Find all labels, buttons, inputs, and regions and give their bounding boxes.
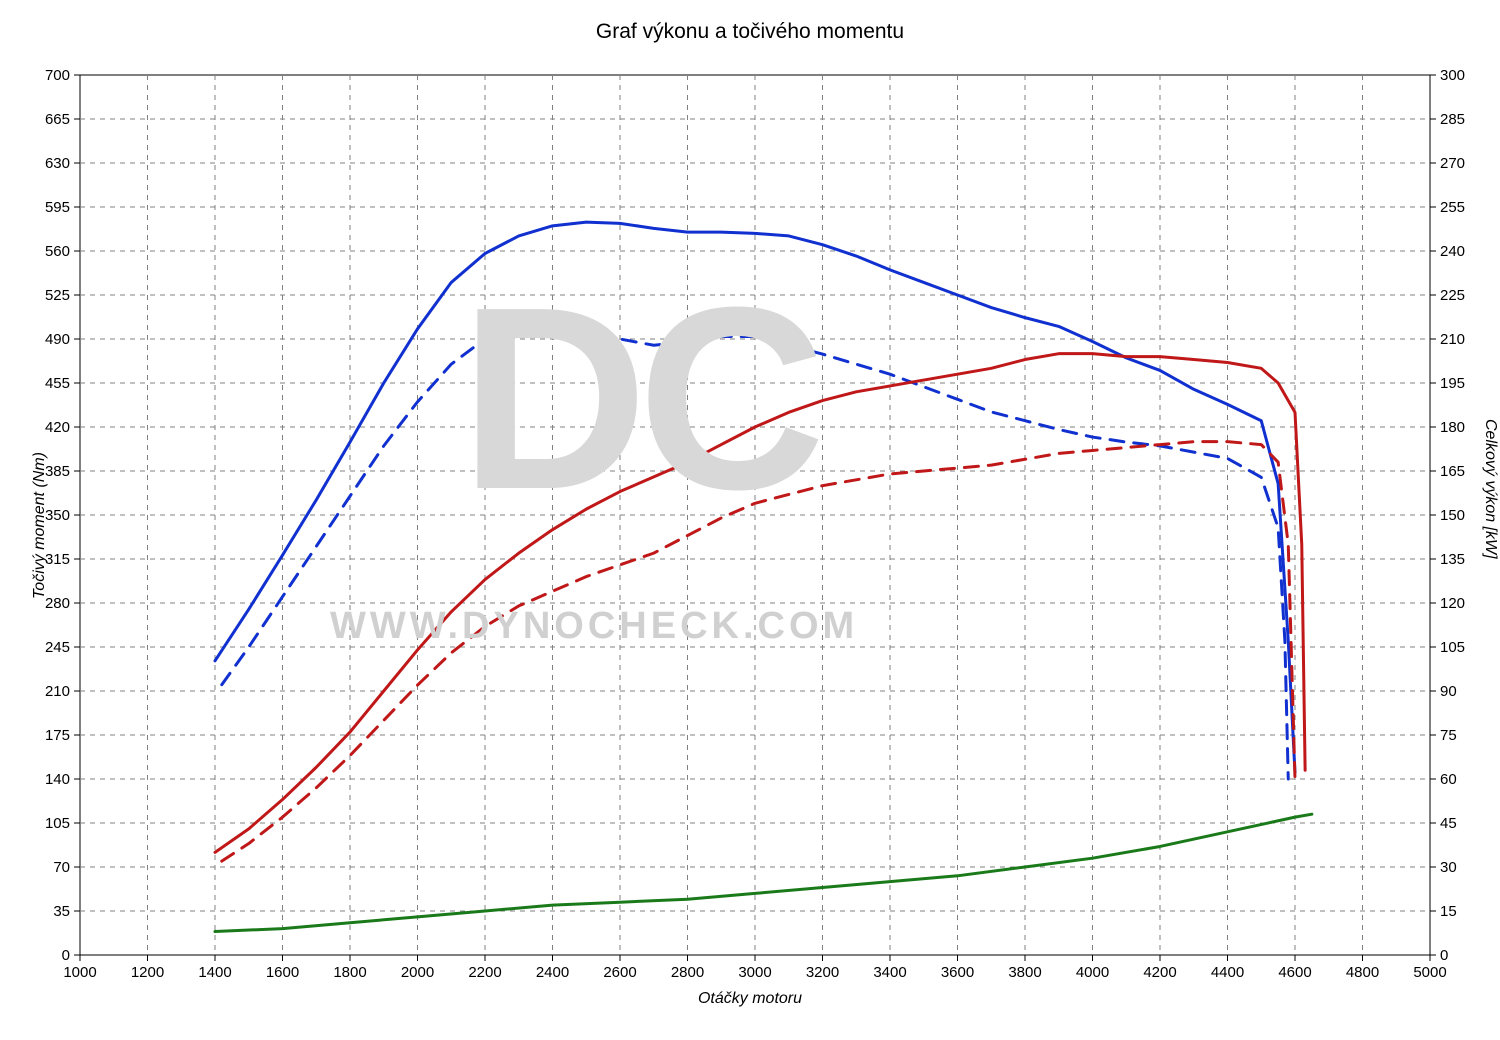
svg-text:2800: 2800 xyxy=(671,964,704,981)
watermark-logo: DC xyxy=(460,250,816,549)
svg-text:35: 35 xyxy=(53,903,70,920)
svg-text:120: 120 xyxy=(1440,595,1465,612)
svg-text:175: 175 xyxy=(45,727,70,744)
svg-text:4000: 4000 xyxy=(1076,964,1109,981)
svg-text:490: 490 xyxy=(45,331,70,348)
svg-text:105: 105 xyxy=(45,815,70,832)
svg-text:1000: 1000 xyxy=(63,964,96,981)
svg-text:135: 135 xyxy=(1440,551,1465,568)
svg-text:1800: 1800 xyxy=(333,964,366,981)
y-right-label: Celkový výkon [kW] xyxy=(1481,419,1499,599)
svg-text:15: 15 xyxy=(1440,903,1457,920)
svg-text:70: 70 xyxy=(53,859,70,876)
svg-text:2200: 2200 xyxy=(468,964,501,981)
svg-text:455: 455 xyxy=(45,375,70,392)
svg-text:30: 30 xyxy=(1440,859,1457,876)
svg-text:225: 225 xyxy=(1440,287,1465,304)
svg-text:210: 210 xyxy=(1440,331,1465,348)
svg-text:2400: 2400 xyxy=(536,964,569,981)
svg-text:0: 0 xyxy=(62,947,70,964)
svg-text:210: 210 xyxy=(45,683,70,700)
svg-text:60: 60 xyxy=(1440,771,1457,788)
chart-container: Graf výkonu a točivého momentu 100012001… xyxy=(0,0,1500,1040)
svg-text:630: 630 xyxy=(45,155,70,172)
svg-text:3400: 3400 xyxy=(873,964,906,981)
svg-text:75: 75 xyxy=(1440,727,1457,744)
svg-text:3200: 3200 xyxy=(806,964,839,981)
svg-text:700: 700 xyxy=(45,67,70,84)
svg-text:4400: 4400 xyxy=(1211,964,1244,981)
svg-text:240: 240 xyxy=(1440,243,1465,260)
svg-text:2600: 2600 xyxy=(603,964,636,981)
svg-text:3600: 3600 xyxy=(941,964,974,981)
svg-text:150: 150 xyxy=(1440,507,1465,524)
svg-text:140: 140 xyxy=(45,771,70,788)
svg-text:105: 105 xyxy=(1440,639,1465,656)
svg-text:245: 245 xyxy=(45,639,70,656)
svg-text:1200: 1200 xyxy=(131,964,164,981)
svg-text:560: 560 xyxy=(45,243,70,260)
svg-text:4600: 4600 xyxy=(1278,964,1311,981)
svg-text:45: 45 xyxy=(1440,815,1457,832)
svg-text:1400: 1400 xyxy=(198,964,231,981)
y-left-label: Točivý moment (Nm) xyxy=(31,419,49,599)
watermark-url: WWW.DYNOCHECK.COM xyxy=(330,605,858,648)
svg-text:90: 90 xyxy=(1440,683,1457,700)
svg-text:525: 525 xyxy=(45,287,70,304)
svg-text:165: 165 xyxy=(1440,463,1465,480)
svg-text:300: 300 xyxy=(1440,67,1465,84)
svg-text:4800: 4800 xyxy=(1346,964,1379,981)
svg-text:5000: 5000 xyxy=(1413,964,1446,981)
svg-text:180: 180 xyxy=(1440,419,1465,436)
svg-text:0: 0 xyxy=(1440,947,1448,964)
x-label: Otáčky motoru xyxy=(0,990,1500,1008)
series-loss xyxy=(215,814,1312,931)
svg-text:270: 270 xyxy=(1440,155,1465,172)
svg-text:3800: 3800 xyxy=(1008,964,1041,981)
svg-text:2000: 2000 xyxy=(401,964,434,981)
svg-text:4200: 4200 xyxy=(1143,964,1176,981)
svg-text:285: 285 xyxy=(1440,111,1465,128)
svg-text:665: 665 xyxy=(45,111,70,128)
svg-text:595: 595 xyxy=(45,199,70,216)
svg-text:1600: 1600 xyxy=(266,964,299,981)
svg-text:195: 195 xyxy=(1440,375,1465,392)
svg-text:255: 255 xyxy=(1440,199,1465,216)
svg-text:3000: 3000 xyxy=(738,964,771,981)
